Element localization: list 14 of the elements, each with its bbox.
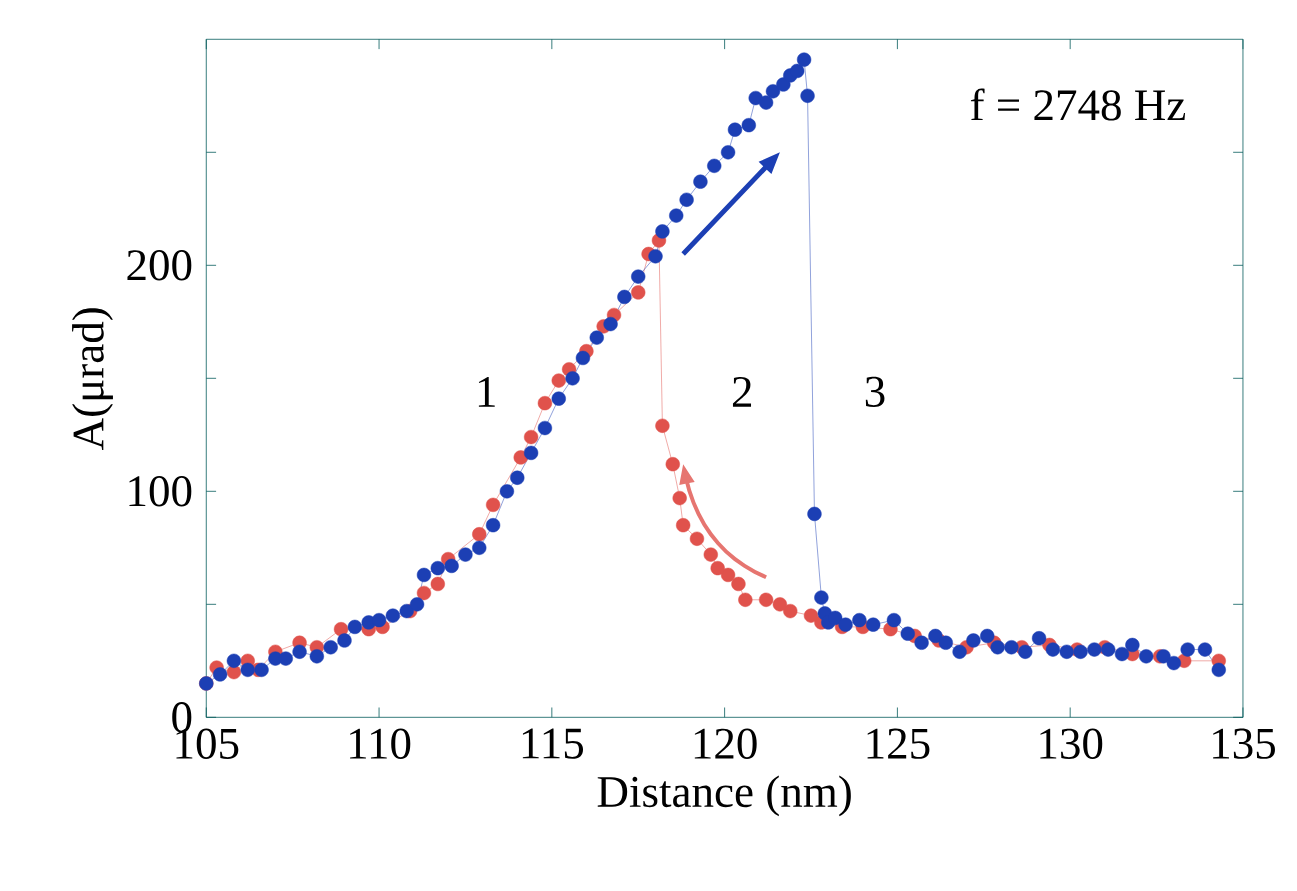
annotation: 1	[478, 376, 495, 407]
x-tick-label: 130	[1040, 728, 1103, 759]
x-tick-label: 110	[350, 728, 411, 759]
x-tick-label: 135	[1213, 728, 1275, 759]
x-tick-label: 125	[867, 728, 930, 759]
x-tick-label: 120	[694, 728, 757, 759]
x-axis-title: Distance (nm)	[597, 775, 851, 817]
y-tick-label: 100	[129, 475, 192, 507]
y-tick-label: 200	[127, 249, 192, 281]
y-axis-title: A(μrad)	[72, 308, 113, 450]
annotation: 2	[732, 376, 752, 407]
annotation: f = 2748 Hz	[970, 88, 1186, 121]
x-tick-label: 115	[522, 728, 584, 759]
annotation: 3	[865, 376, 885, 407]
